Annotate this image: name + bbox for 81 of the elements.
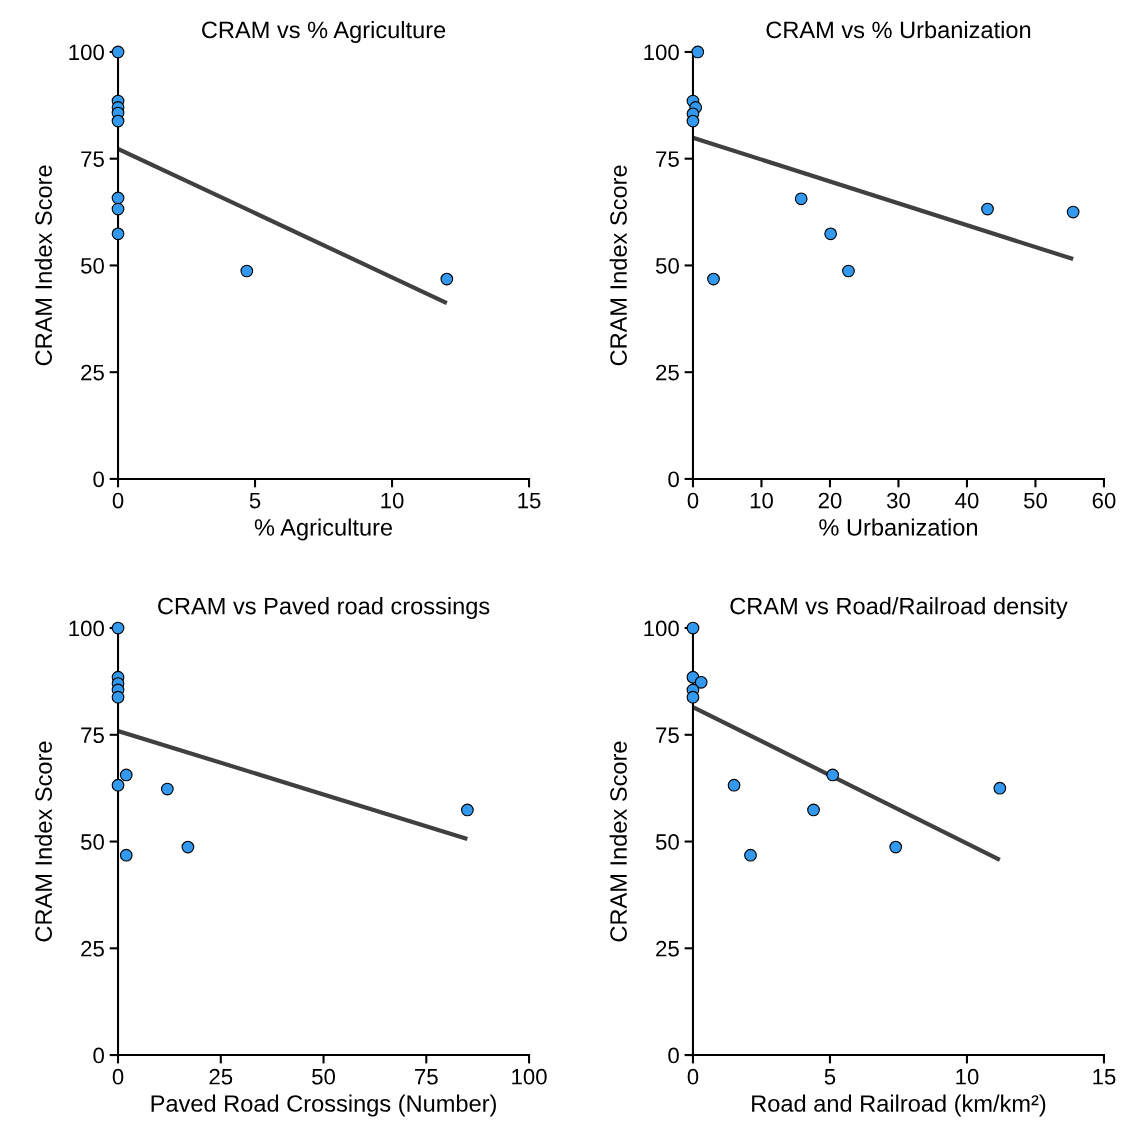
x-axis-title: % Urbanization xyxy=(819,518,977,536)
point xyxy=(981,202,994,216)
y-tick-label: 25 xyxy=(656,364,679,381)
x-tick-label: 100 xyxy=(512,1068,547,1085)
point xyxy=(111,114,125,128)
point xyxy=(727,778,741,792)
chart-title: CRAM vs Road/Railroad density xyxy=(730,597,1068,620)
y-tick-label: 75 xyxy=(81,151,104,167)
point xyxy=(842,264,855,278)
point xyxy=(111,690,125,704)
y-tick-label: 50 xyxy=(81,257,104,274)
point xyxy=(686,690,700,704)
y-axis-title: CRAM Index Score xyxy=(34,165,52,366)
point xyxy=(440,272,454,286)
point xyxy=(119,768,133,782)
point xyxy=(686,114,700,128)
x-tick-label: 25 xyxy=(209,1068,233,1085)
x-axis-title: Road and Railroad (km/km²) xyxy=(752,1094,1046,1117)
x-tick-label: 5 xyxy=(249,492,261,509)
x-tick-label: 10 xyxy=(750,492,773,509)
point xyxy=(240,264,254,278)
x-axis-title: % Agriculture xyxy=(254,518,393,541)
x-tick-label: 0 xyxy=(112,492,124,509)
y-tick-label: 50 xyxy=(81,834,104,850)
x-tick-label: 10 xyxy=(956,1068,979,1085)
x-tick-label: 60 xyxy=(1092,492,1116,509)
y-tick-label: 0 xyxy=(93,1047,104,1064)
y-tick-label: 0 xyxy=(668,1047,679,1064)
x-tick-label: 50 xyxy=(1024,492,1047,509)
y-tick-label: 0 xyxy=(668,471,679,488)
point xyxy=(1066,205,1080,219)
point xyxy=(889,840,903,854)
x-tick-label: 15 xyxy=(518,492,541,509)
y-tick-label: 50 xyxy=(655,834,679,850)
x-tick-label: 50 xyxy=(312,1068,336,1085)
y-axis-title: CRAM Index Score xyxy=(609,741,627,942)
y-tick-label: 25 xyxy=(656,940,679,957)
x-tick-label: 30 xyxy=(886,492,910,509)
y-tick-label: 75 xyxy=(81,727,104,744)
chart-title: CRAM vs Paved road crossings xyxy=(158,597,490,620)
point xyxy=(694,675,708,689)
x-tick-label: 0 xyxy=(112,1068,124,1085)
point xyxy=(160,782,174,796)
point xyxy=(119,848,133,862)
x-tick-label: 40 xyxy=(955,492,979,509)
x-tick-label: 0 xyxy=(687,1068,699,1085)
point xyxy=(111,778,125,792)
point xyxy=(744,848,757,862)
y-tick-label: 100 xyxy=(644,620,679,637)
point xyxy=(993,781,1007,795)
point xyxy=(111,202,125,216)
y-tick-label: 0 xyxy=(93,471,104,488)
x-tick-label: 20 xyxy=(818,492,842,509)
y-tick-label: 25 xyxy=(81,364,104,381)
chart-title: CRAM vs % Urbanization xyxy=(766,20,1031,39)
x-tick-label: 0 xyxy=(687,492,699,509)
y-tick-label: 75 xyxy=(656,151,679,167)
point xyxy=(824,227,838,241)
point xyxy=(461,803,474,817)
y-tick-label: 100 xyxy=(69,620,104,637)
x-tick-label: 10 xyxy=(381,492,404,509)
point xyxy=(826,768,840,782)
y-tick-label: 50 xyxy=(655,257,679,274)
point xyxy=(807,803,820,817)
y-tick-label: 75 xyxy=(656,727,679,744)
y-tick-label: 100 xyxy=(644,44,679,61)
x-tick-label: 15 xyxy=(1093,1069,1116,1085)
x-axis-title: Paved Road Crossings (Number) xyxy=(151,1094,496,1117)
point xyxy=(111,227,125,241)
point xyxy=(794,192,808,206)
y-axis-title: CRAM Index Score xyxy=(609,165,627,366)
chart-title: CRAM vs % Agriculture xyxy=(202,20,446,43)
point xyxy=(691,45,705,59)
y-tick-label: 100 xyxy=(69,44,104,61)
x-tick-label: 75 xyxy=(415,1069,438,1085)
x-tick-label: 5 xyxy=(824,1069,836,1085)
point xyxy=(111,191,125,205)
y-tick-label: 25 xyxy=(81,940,104,957)
point xyxy=(707,272,720,286)
y-axis-title: CRAM Index Score xyxy=(34,741,52,942)
point xyxy=(181,840,195,854)
